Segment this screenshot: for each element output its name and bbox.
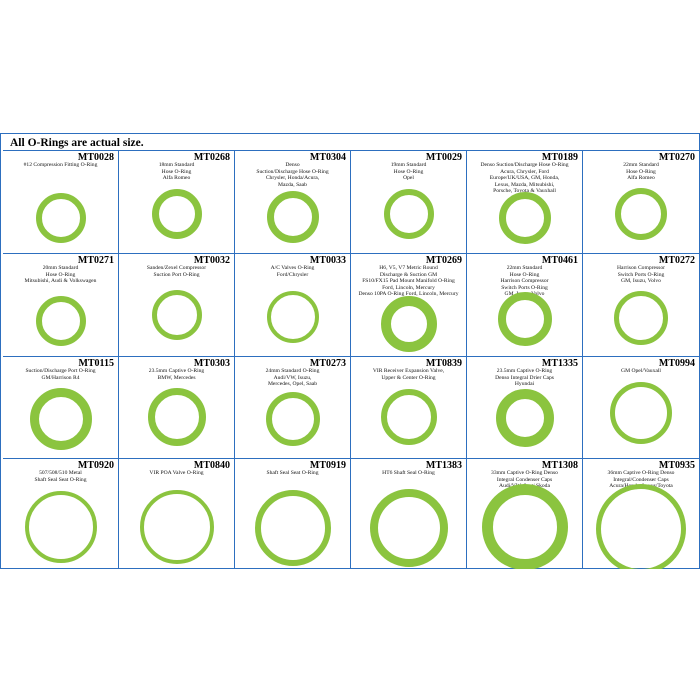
o-ring-cell: MT0032 Sanden/Zexel Compressor Suction Po…: [119, 254, 235, 357]
part-number: MT0919: [309, 460, 346, 471]
o-ring-icon: [614, 291, 668, 345]
part-description: 23.5mm Captive O-Ring Denso Integral Dri…: [495, 368, 554, 388]
part-description: VIR POA Valve O-Ring: [149, 470, 204, 476]
part-description: 22mm Standard Hose O-Ring Harrison Compr…: [500, 265, 549, 298]
part-number: MT1383: [425, 460, 462, 471]
o-ring-chart: All O-Rings are actual size. MT0028 #12 C…: [0, 133, 700, 569]
part-description: Denso Suction/Discharge Hose O-Ring Chry…: [256, 162, 329, 188]
part-number: MT0303: [193, 358, 230, 369]
part-description: 22mm Standard Hose O-Ring Alfa Romeo: [623, 162, 659, 182]
part-number: MT0994: [658, 358, 695, 369]
o-ring-cell: MT0189 Denso Suction/Discharge Hose O-Rin…: [467, 151, 583, 254]
o-ring-cell: MT0272 Harrison Compressor Switch Ports O…: [583, 254, 699, 357]
o-ring-icon: [615, 188, 667, 240]
o-ring-cell: MT0304 Denso Suction/Discharge Hose O-Rin…: [235, 151, 351, 254]
part-description: VIR Receiver Expansion Valve, Upper & Ce…: [372, 368, 445, 381]
o-ring-cell: MT0919 Shaft Seal Seat O-Ring: [235, 459, 351, 569]
part-number: MT0840: [193, 460, 230, 471]
o-ring-cell: MT0115 Suction/Discharge Port O-Ring GM/H…: [3, 357, 119, 459]
part-number: MT1308: [541, 460, 578, 471]
o-ring-cell: MT0461 22mm Standard Hose O-Ring Harrison…: [467, 254, 583, 357]
part-number: MT0920: [77, 460, 114, 471]
o-ring-icon: [497, 292, 552, 346]
part-description: 23.5mm Captive O-Ring BMW, Mercedes: [148, 368, 205, 381]
o-ring-cell: MT0840 VIR POA Valve O-Ring: [119, 459, 235, 569]
o-ring-cell: MT0028 #12 Compression Fitting O-Ring: [3, 151, 119, 254]
part-number: MT0269: [425, 255, 462, 266]
part-description: Sanden/Zexel Compressor Suction Port O-R…: [146, 265, 207, 278]
o-ring-cell: MT0269 H6, V5, V7 Metric Round Discharge …: [351, 254, 467, 357]
o-ring-cell: MT0994 GM Opel/Vauxall: [583, 357, 699, 459]
o-ring-cell: MT0273 24mm Standard O-Ring Audi/VW, Isuz…: [235, 357, 351, 459]
part-description: A/C Valves O-Ring Ford/Chrysler: [270, 265, 315, 278]
part-description: 19mm Standard Hose O-Ring Opel: [390, 162, 427, 182]
part-description: GM Opel/Vauxall: [621, 368, 661, 374]
o-ring-cell: MT0033 A/C Valves O-Ring Ford/Chrysler: [235, 254, 351, 357]
part-description: HT6 Shaft Seal O-Ring: [382, 470, 435, 476]
o-ring-icon: [596, 484, 686, 569]
o-ring-icon: [151, 189, 202, 239]
part-number: MT0271: [77, 255, 114, 266]
part-description: 24mm Standard O-Ring Audi/VW, Isuzu, Mer…: [265, 368, 320, 388]
o-ring-icon: [498, 192, 551, 244]
part-number: MT0839: [425, 358, 462, 369]
chart-heading: All O-Rings are actual size.: [10, 137, 144, 149]
o-ring-icon: [383, 189, 434, 239]
o-ring-cell: MT0271 20mm Standard Hose O-Ring Mitsubis…: [3, 254, 119, 357]
o-ring-icon: [380, 296, 437, 352]
o-ring-cell: MT0268 18mm Standard Hose O-Ring Alfa Rom…: [119, 151, 235, 254]
o-ring-icon: [29, 388, 92, 450]
o-ring-icon: [35, 193, 86, 243]
part-description: #12 Compression Fitting O-Ring: [23, 162, 98, 168]
o-ring-icon: [147, 388, 206, 446]
part-description: Shaft Seal Seat O-Ring: [266, 470, 319, 476]
part-number: MT1335: [541, 358, 578, 369]
part-number: MT0032: [193, 255, 230, 266]
part-description: 20mm Standard Hose O-Ring Mitsubishi, Au…: [24, 265, 97, 285]
o-ring-icon: [139, 490, 214, 564]
part-number: MT0461: [541, 255, 578, 266]
o-ring-cell: MT0839 VIR Receiver Expansion Valve, Uppe…: [351, 357, 467, 459]
part-description: Suction/Discharge Port O-Ring GM/Harriso…: [25, 368, 96, 381]
o-ring-icon: [266, 191, 319, 243]
part-number: MT0033: [309, 255, 346, 266]
part-description: H6, V5, V7 Metric Round Discharge & Suct…: [358, 265, 459, 298]
part-number: MT0115: [78, 358, 114, 369]
part-description: 507/508/510 Metal Shaft Seal Seat O-Ring: [34, 470, 87, 483]
o-ring-cell: MT0935 36mm Captive O-Ring Denso Integral…: [583, 459, 699, 569]
o-ring-icon: [266, 291, 319, 343]
part-number: MT0028: [77, 152, 114, 163]
o-ring-icon: [35, 296, 86, 346]
part-number: MT0273: [309, 358, 346, 369]
o-ring-cell: MT0029 19mm Standard Hose O-Ring Opel: [351, 151, 467, 254]
part-number: MT0029: [425, 152, 462, 163]
part-number: MT0189: [541, 152, 578, 163]
o-ring-icon: [24, 491, 97, 563]
o-ring-cell: MT1335 23.5mm Captive O-Ring Denso Integr…: [467, 357, 583, 459]
o-ring-grid: MT0028 #12 Compression Fitting O-Ring MT02…: [3, 150, 699, 569]
o-ring-icon: [151, 290, 202, 340]
part-description: 18mm Standard Hose O-Ring Alfa Romeo: [158, 162, 195, 182]
o-ring-icon: [610, 382, 672, 444]
o-ring-cell: MT0270 22mm Standard Hose O-Ring Alfa Rom…: [583, 151, 699, 254]
o-ring-icon: [481, 484, 568, 569]
o-ring-icon: [254, 490, 331, 566]
o-ring-cell: MT1308 33mm Captive O-Ring Denso Integral…: [467, 459, 583, 569]
part-number: MT0268: [193, 152, 230, 163]
o-ring-icon: [495, 389, 554, 447]
part-number: MT0935: [658, 460, 695, 471]
o-ring-cell: MT0920 507/508/510 Metal Shaft Seal Seat …: [3, 459, 119, 569]
part-number: MT0272: [658, 255, 695, 266]
part-description: Harrison Compressor Switch Ports O-Ring …: [616, 265, 665, 285]
part-number: MT0304: [309, 152, 346, 163]
o-ring-icon: [369, 489, 448, 567]
o-ring-icon: [265, 392, 320, 446]
part-description: Denso Suction/Discharge Hose O-Ring Acur…: [480, 162, 569, 195]
o-ring-icon: [380, 389, 437, 445]
o-ring-cell: MT0303 23.5mm Captive O-Ring BMW, Mercede…: [119, 357, 235, 459]
part-number: MT0270: [658, 152, 695, 163]
o-ring-cell: MT1383 HT6 Shaft Seal O-Ring: [351, 459, 467, 569]
